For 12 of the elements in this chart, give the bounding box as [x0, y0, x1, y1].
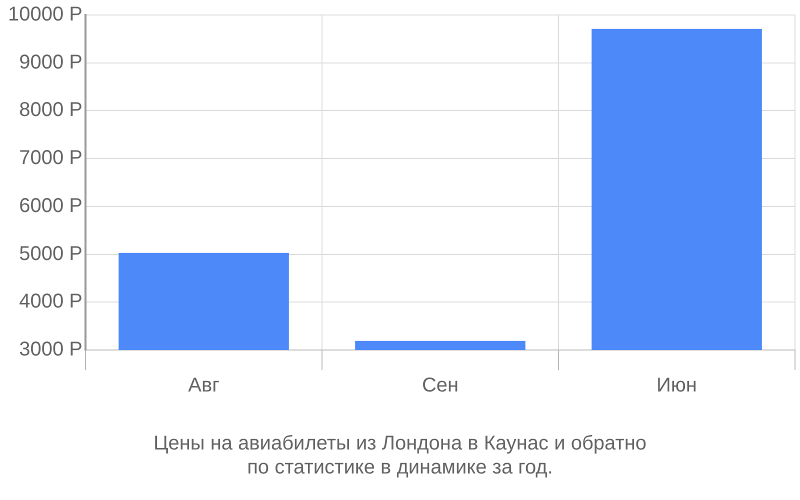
y-tick-label: 3000 Р — [19, 338, 83, 361]
x-tick-label: Сен — [422, 374, 459, 397]
x-tick-label: Июн — [656, 374, 697, 397]
y-tick-label: 7000 Р — [19, 147, 83, 170]
y-tick-label: 6000 Р — [19, 194, 83, 217]
y-tick-label: 4000 Р — [19, 290, 83, 313]
y-tick-label: 10000 Р — [8, 4, 83, 26]
y-tick-label: 5000 Р — [19, 242, 83, 265]
x-tick-label: Авг — [188, 374, 220, 397]
y-tick-label: 8000 Р — [19, 99, 83, 122]
text: Цены на авиабилеты из Лондона в Каунас и обратно по статистике в динамике за год. — [153, 432, 647, 479]
y-tick-label: 9000 Р — [19, 51, 83, 74]
